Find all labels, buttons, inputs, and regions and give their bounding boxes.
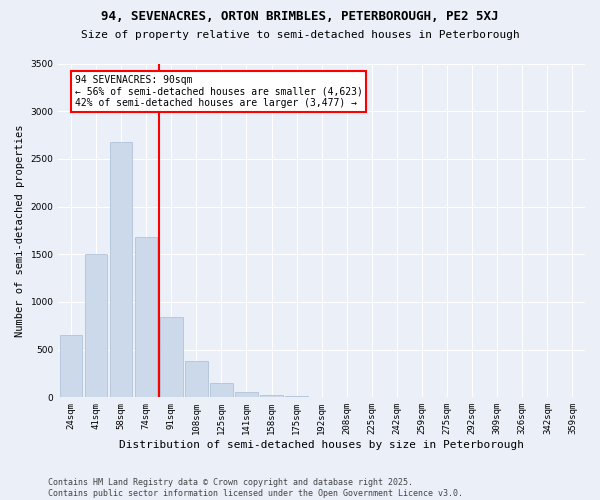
Text: Contains HM Land Registry data © Crown copyright and database right 2025.
Contai: Contains HM Land Registry data © Crown c… (48, 478, 463, 498)
Y-axis label: Number of semi-detached properties: Number of semi-detached properties (15, 124, 25, 336)
Bar (85, 254, 107, 398)
Text: 94 SEVENACRES: 90sqm
← 56% of semi-detached houses are smaller (4,623)
42% of se: 94 SEVENACRES: 90sqm ← 56% of semi-detac… (75, 75, 362, 108)
Bar (260, 396, 283, 398)
Bar (235, 392, 258, 398)
Bar (59, 336, 82, 398)
X-axis label: Distribution of semi-detached houses by size in Peterborough: Distribution of semi-detached houses by … (119, 440, 524, 450)
Bar (135, 237, 157, 398)
Bar (160, 317, 182, 398)
Bar (110, 142, 133, 398)
Bar (185, 361, 208, 398)
Bar (286, 396, 308, 398)
Text: 94, SEVENACRES, ORTON BRIMBLES, PETERBOROUGH, PE2 5XJ: 94, SEVENACRES, ORTON BRIMBLES, PETERBOR… (101, 10, 499, 23)
Bar (210, 382, 233, 398)
Text: Size of property relative to semi-detached houses in Peterborough: Size of property relative to semi-detach… (80, 30, 520, 40)
